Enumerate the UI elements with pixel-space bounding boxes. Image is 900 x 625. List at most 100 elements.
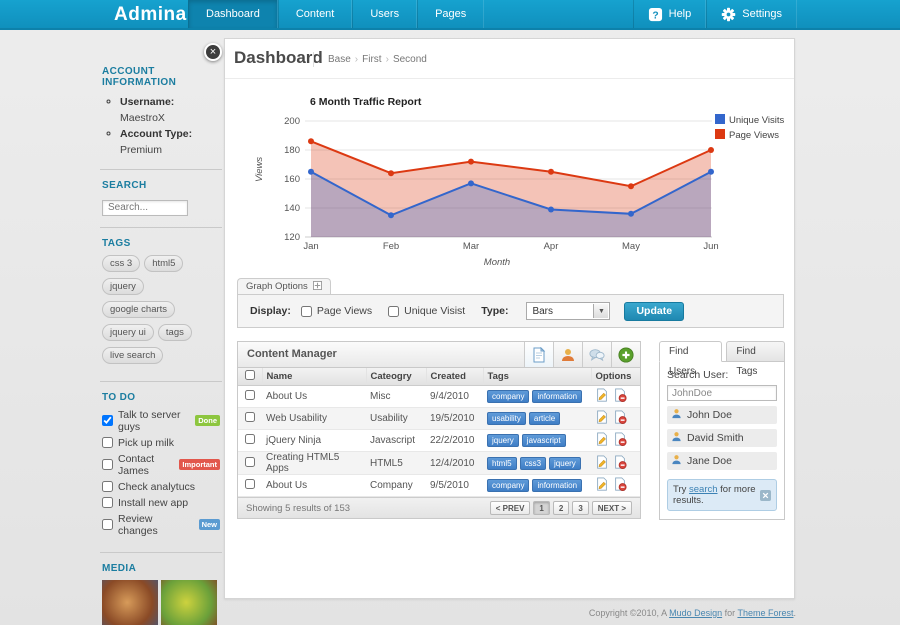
row-checkbox[interactable] [245, 456, 255, 467]
search-input[interactable] [102, 199, 188, 216]
todo-checkbox[interactable] [102, 481, 113, 492]
pagination-button[interactable]: NEXT > [591, 501, 632, 515]
user-list-item[interactable]: Jane Doe [667, 452, 777, 470]
row-tag-pill[interactable]: article [528, 412, 561, 425]
tag-pill[interactable]: jquery [102, 277, 144, 295]
display-option-checkbox[interactable] [300, 305, 312, 317]
graph-options-tab[interactable]: Graph Options [237, 278, 331, 294]
tag-pill[interactable]: live search [102, 346, 164, 364]
user-icon [671, 408, 682, 422]
nav-tab-content[interactable]: Content [277, 0, 353, 28]
svg-text:Unique Visits: Unique Visits [729, 115, 785, 126]
row-tag-pill[interactable]: jquery [549, 456, 581, 470]
row-checkbox[interactable] [245, 479, 255, 489]
add-icon[interactable] [611, 342, 640, 367]
edit-icon[interactable] [595, 477, 609, 494]
content-table: Name Cateogry Created Tags Options About Us M… [238, 368, 640, 497]
row-tag-pill[interactable]: css3 [519, 456, 547, 470]
type-label: Type: [481, 305, 509, 317]
user-name: David Smith [687, 432, 744, 444]
pagination-button[interactable]: < PREV [489, 501, 531, 515]
page-title: Dashboard [234, 48, 323, 67]
todo-checkbox[interactable] [102, 437, 113, 448]
breadcrumb-item[interactable]: Second [392, 54, 427, 65]
user-list-item[interactable]: David Smith [667, 429, 777, 447]
row-tag-pill[interactable]: javascript [521, 434, 566, 447]
todo-section-title: TO DO [102, 391, 136, 403]
user-list-item[interactable]: John Doe [667, 406, 777, 424]
row-checkbox[interactable] [245, 390, 255, 400]
tab-find-users[interactable]: Find Users [659, 341, 723, 377]
todo-badge: Done [195, 415, 220, 426]
todo-checkbox[interactable] [102, 415, 113, 426]
comments-icon[interactable] [582, 342, 611, 367]
pagination-button[interactable]: 2 [552, 501, 570, 515]
breadcrumb-item[interactable]: First [362, 54, 382, 65]
breadcrumb-item[interactable]: Base [328, 54, 351, 65]
row-category-cell: Company [366, 474, 426, 497]
tag-pill[interactable]: google charts [102, 300, 176, 318]
table-row: About Us Misc 9/4/2010 company information [238, 385, 640, 408]
select-all-checkbox[interactable] [245, 370, 255, 380]
row-tag-pill[interactable]: company [487, 479, 530, 492]
nav-tab-dashboard[interactable]: Dashboard [188, 0, 278, 28]
page-icon[interactable] [524, 342, 553, 367]
mudo-design-link[interactable]: Mudo Design [669, 608, 723, 618]
row-tag-pill[interactable]: usability [487, 412, 526, 425]
tag-pill[interactable]: tags [157, 323, 192, 341]
pagination-button[interactable]: 1 [533, 501, 550, 515]
row-checkbox[interactable] [245, 434, 255, 444]
row-category-cell: Misc [366, 385, 426, 408]
display-option-checkbox[interactable] [388, 305, 400, 317]
user-list: John Doe David Smith Jane Doe [667, 406, 777, 470]
tag-pill[interactable]: html5 [144, 254, 184, 272]
update-button[interactable]: Update [624, 301, 685, 321]
pagination-button[interactable]: 3 [572, 501, 589, 515]
edit-icon[interactable] [595, 454, 609, 472]
tag-pill[interactable]: css 3 [102, 254, 141, 272]
row-tags-cell: html5 css3 jquery [483, 451, 591, 475]
svg-text:140: 140 [284, 203, 300, 214]
row-tag-pill[interactable]: jquery [487, 434, 519, 447]
topbar-item-settings[interactable]: Settings [706, 0, 797, 28]
breadcrumb-separator: › [354, 54, 359, 65]
edit-icon[interactable] [595, 388, 609, 405]
column-header-options: Options [590, 368, 640, 386]
search-link[interactable]: search [689, 484, 718, 495]
user-icon[interactable] [553, 342, 582, 367]
row-tag-pill[interactable]: information [532, 479, 583, 492]
tab-find-tags[interactable]: Find Tags [726, 341, 785, 377]
topbar-item-help[interactable]: ? Help [632, 0, 707, 28]
delete-icon[interactable] [613, 388, 627, 405]
todo-label: Talk to server guys [118, 408, 181, 433]
search-user-input[interactable] [667, 385, 777, 401]
delete-icon[interactable] [613, 454, 627, 472]
row-tag-pill[interactable]: information [532, 390, 583, 403]
media-thumbnail-fractal-flower[interactable] [161, 579, 217, 625]
delete-icon[interactable] [613, 477, 627, 494]
row-options-cell [591, 451, 640, 475]
todo-checkbox[interactable] [102, 459, 113, 470]
row-select-cell [238, 429, 262, 452]
media-thumbnail-fractal-orange[interactable] [102, 579, 158, 625]
row-tag-pill[interactable]: company [487, 390, 530, 403]
row-option-icons [595, 454, 636, 472]
graph-type-select[interactable]: Bars ▼ [526, 302, 611, 320]
todo-item: Install new app [102, 497, 220, 509]
nav-tab-pages[interactable]: Pages [417, 0, 485, 28]
edit-icon[interactable] [595, 410, 609, 427]
tags-section-title: TAGS [102, 237, 131, 249]
row-checkbox[interactable] [245, 412, 255, 422]
tag-pill[interactable]: jquery ui [102, 323, 154, 341]
close-icon[interactable]: × [204, 43, 222, 61]
row-tag-pill[interactable]: html5 [487, 456, 517, 470]
pagination: < PREV 1 2 3 NEXT > [489, 501, 632, 515]
edit-icon[interactable] [595, 432, 609, 449]
todo-checkbox[interactable] [102, 519, 113, 530]
nav-tab-users[interactable]: Users [352, 0, 418, 28]
todo-checkbox[interactable] [102, 497, 113, 508]
alert-close-icon[interactable] [760, 489, 771, 501]
delete-icon[interactable] [613, 432, 627, 449]
theme-forest-link[interactable]: Theme Forest [737, 608, 794, 618]
delete-icon[interactable] [613, 410, 627, 427]
